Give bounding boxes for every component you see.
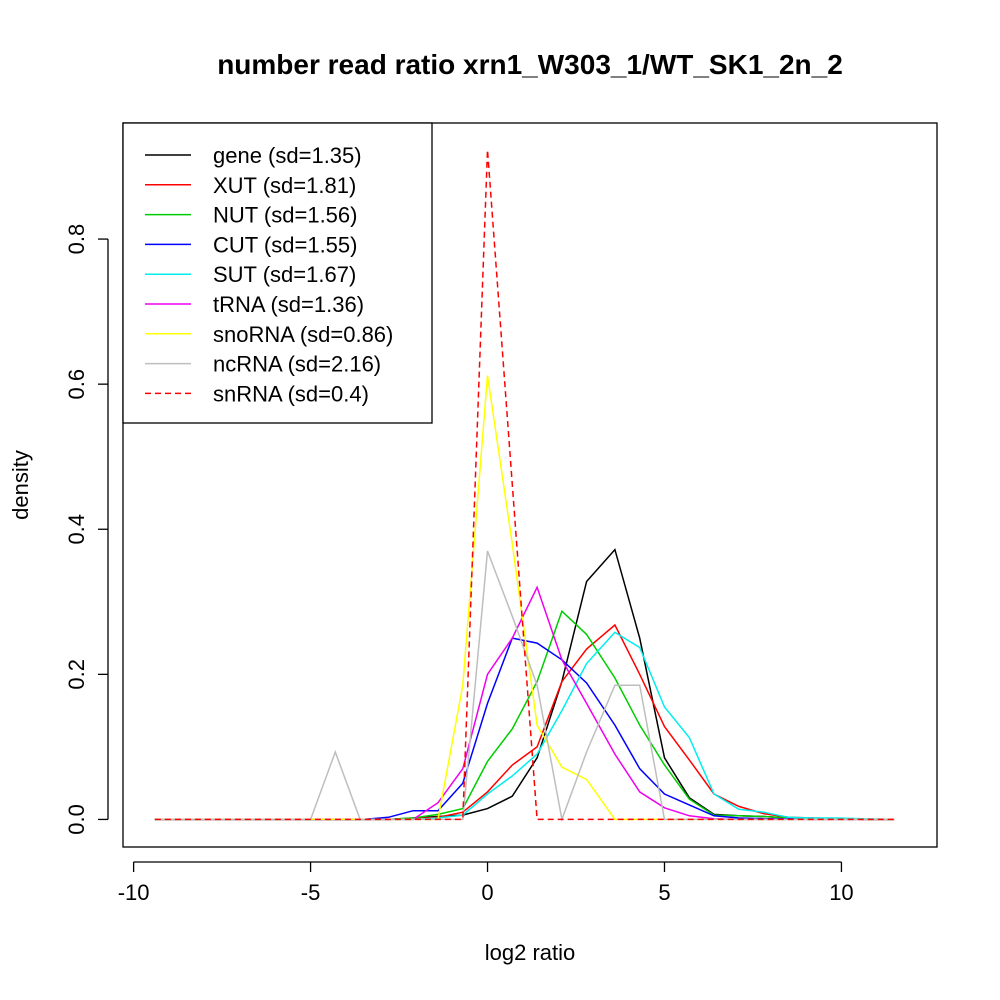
legend-label: gene (sd=1.35)	[213, 143, 362, 168]
x-tick-label: -10	[118, 880, 150, 905]
legend-label: snoRNA (sd=0.86)	[213, 322, 393, 347]
legend-label: tRNA (sd=1.36)	[213, 292, 364, 317]
legend-label: snRNA (sd=0.4)	[213, 381, 369, 406]
series-line-6	[154, 375, 895, 821]
axes: -10 -5 0 5 10 0.0 0.2 0.4 0.6 0.8	[64, 224, 854, 905]
x-tick-label: -5	[301, 880, 321, 905]
series-line-3	[154, 637, 895, 821]
x-tick-label: 0	[481, 880, 493, 905]
series-layer	[154, 149, 895, 823]
y-tick-label: 0.2	[64, 659, 89, 690]
y-tick-label: 0.8	[64, 224, 89, 255]
y-tick-label: 0.0	[64, 804, 89, 835]
series-line-8	[154, 149, 895, 821]
plot-frame	[122, 122, 938, 848]
series-line-4	[154, 631, 895, 821]
x-tick-label: 10	[829, 880, 853, 905]
legend-label: NUT (sd=1.56)	[213, 203, 357, 228]
x-tick-label: 5	[658, 880, 670, 905]
x-axis-label: log2 ratio	[485, 940, 576, 965]
legend-label: XUT (sd=1.81)	[213, 173, 356, 198]
legend-label: SUT (sd=1.67)	[213, 262, 356, 287]
y-tick-label: 0.6	[64, 369, 89, 400]
legend-label: ncRNA (sd=2.16)	[213, 352, 381, 377]
series-line-5	[154, 585, 895, 821]
y-tick-label: 0.4	[64, 514, 89, 545]
legend-box	[122, 122, 433, 424]
series-line-7	[154, 550, 895, 823]
legend: gene (sd=1.35) XUT (sd=1.81) NUT (sd=1.56)…	[122, 122, 433, 424]
series-line-0	[154, 548, 895, 821]
chart-title: number read ratio xrn1_W303_1/WT_SK1_2n_…	[217, 49, 843, 80]
y-axis-label: density	[8, 450, 33, 520]
legend-label: CUT (sd=1.55)	[213, 232, 357, 257]
